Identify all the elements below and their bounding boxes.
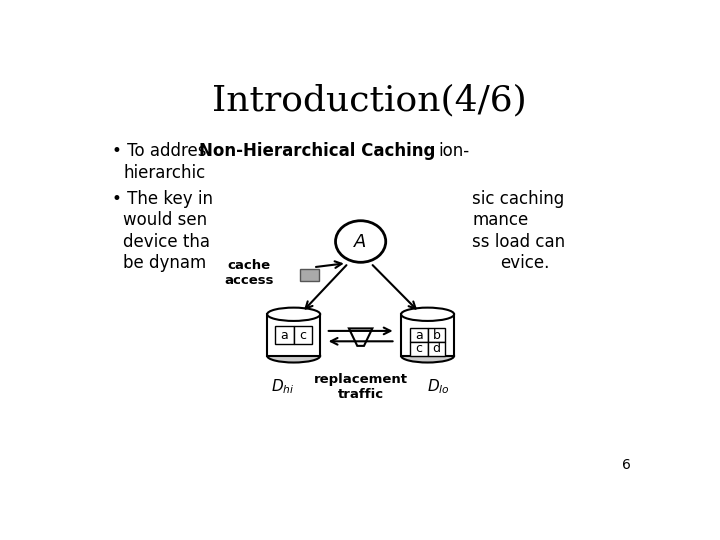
Text: mance: mance — [472, 211, 528, 229]
Text: ss load can: ss load can — [472, 233, 565, 251]
Bar — [267, 314, 320, 356]
Ellipse shape — [401, 308, 454, 321]
Text: a: a — [281, 328, 288, 342]
Bar — [294, 326, 312, 344]
Bar — [410, 328, 428, 342]
Text: cache
access: cache access — [225, 259, 274, 287]
Text: sic caching: sic caching — [472, 190, 564, 207]
Ellipse shape — [401, 349, 454, 362]
Text: 6: 6 — [622, 458, 631, 472]
Bar — [401, 314, 454, 356]
Text: d: d — [433, 342, 441, 355]
Bar — [275, 326, 294, 344]
Text: would sen: would sen — [124, 211, 207, 229]
Text: a: a — [415, 328, 423, 342]
Text: device tha: device tha — [124, 233, 210, 251]
Text: be dynam: be dynam — [124, 254, 207, 272]
Ellipse shape — [267, 349, 320, 362]
Bar — [428, 342, 446, 356]
Text: $D_{hi}$: $D_{hi}$ — [271, 377, 294, 396]
Text: b: b — [433, 328, 441, 342]
Ellipse shape — [336, 221, 386, 262]
FancyBboxPatch shape — [300, 269, 320, 281]
Text: Introduction(4/6): Introduction(4/6) — [212, 84, 526, 118]
Text: A: A — [354, 233, 366, 251]
Bar — [428, 328, 446, 342]
Text: hierarchic: hierarchic — [124, 164, 206, 182]
Text: evice.: evice. — [500, 254, 549, 272]
Text: • To addres: • To addres — [112, 141, 212, 160]
Ellipse shape — [267, 308, 320, 321]
Text: c: c — [300, 328, 307, 342]
Text: ion-: ion- — [438, 141, 470, 160]
Polygon shape — [349, 328, 372, 346]
Text: replacement
traffic: replacement traffic — [314, 373, 408, 401]
Text: $D_{lo}$: $D_{lo}$ — [428, 377, 450, 396]
Text: • The key in: • The key in — [112, 190, 213, 207]
Text: c: c — [415, 342, 422, 355]
Bar — [410, 342, 428, 356]
Text: Non-Hierarchical Caching: Non-Hierarchical Caching — [199, 141, 435, 160]
